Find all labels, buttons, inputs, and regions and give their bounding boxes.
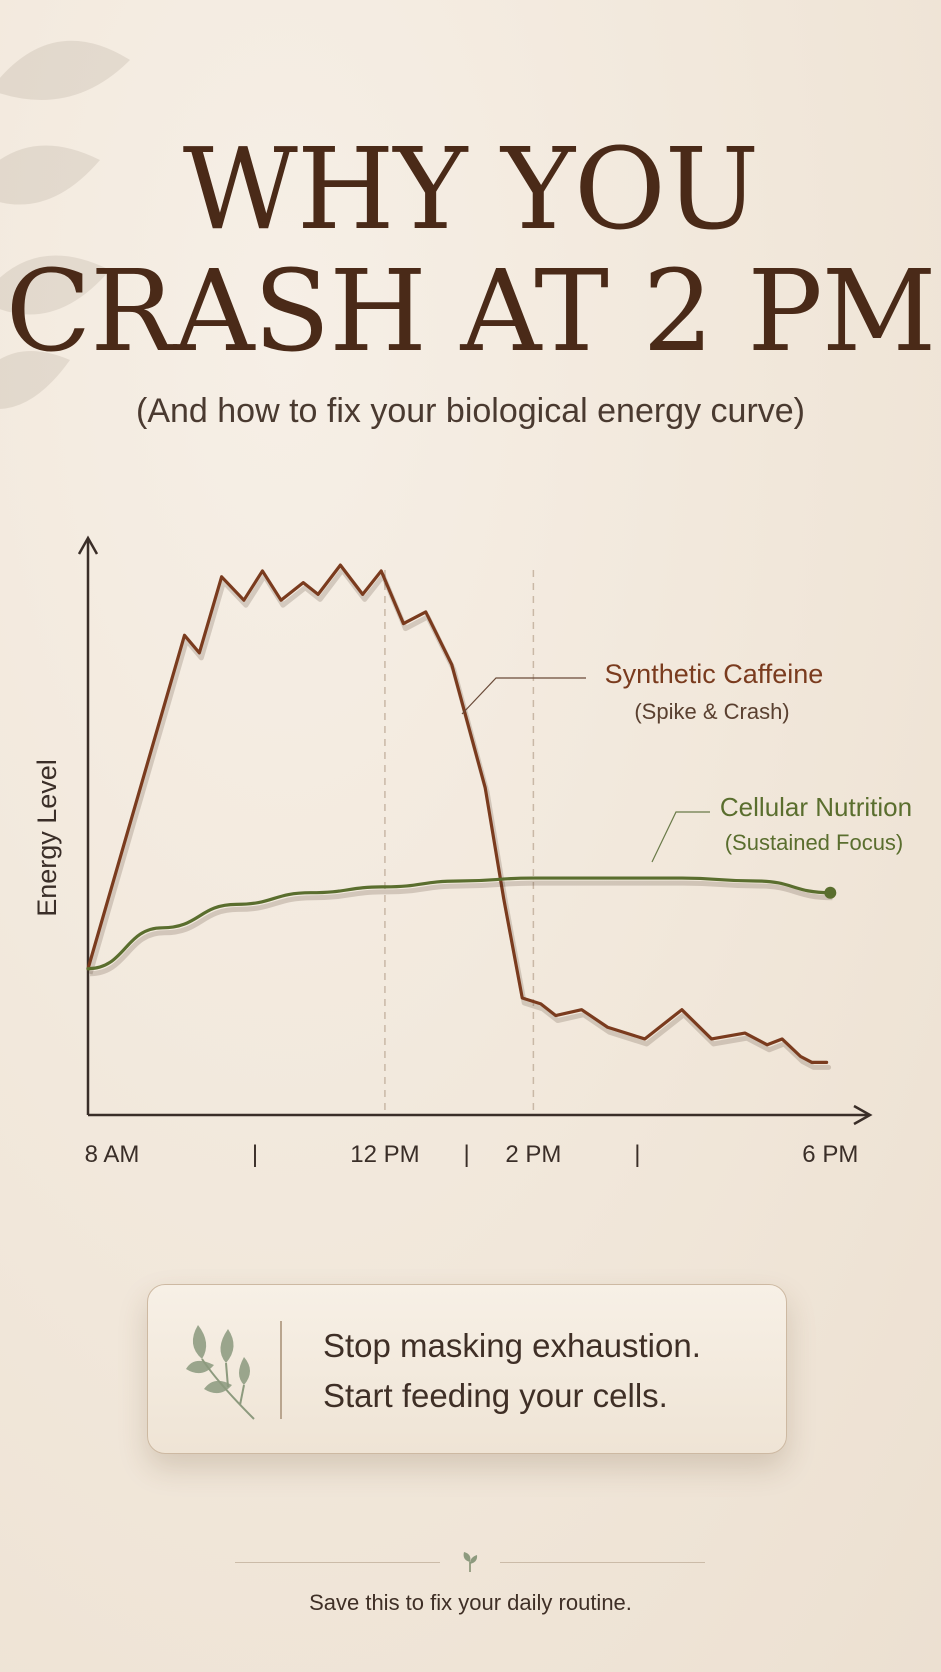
energy-chart: Energy Level 8 AM | 12 PM | 2 PM | 6 PM Syntheti… (32, 535, 912, 1168)
footer-text: Save this to fix your daily routine. (309, 1590, 632, 1615)
y-axis-label: Energy Level (32, 759, 62, 917)
nutrition-end-point (824, 886, 837, 899)
cta-card: Stop masking exhaustion. Start feeding y… (147, 1284, 787, 1454)
title-line-1: WHY YOU (182, 125, 759, 255)
x-tick-label: 8 AM (85, 1141, 140, 1168)
x-tick-label: | (634, 1141, 640, 1168)
cta-divider (280, 1321, 282, 1419)
x-axis-arrow (853, 1104, 873, 1126)
x-tick-label: | (252, 1141, 258, 1168)
cta-line-2: Start feeding your cells. (323, 1377, 668, 1414)
caffeine-leader-line (461, 677, 586, 715)
caffeine-legend-label: Synthetic Caffeine (605, 659, 824, 689)
cta-line-1: Stop masking exhaustion. (323, 1327, 701, 1364)
leaf-sprig-icon (186, 1325, 255, 1420)
nutrition-leader-line (651, 811, 710, 863)
caffeine-line (86, 563, 829, 1064)
y-axis-arrow (77, 535, 99, 555)
small-leaf-icon (463, 1552, 478, 1572)
series-shadow-1 (89, 880, 833, 977)
leaf-shadow-decoration (0, 40, 130, 409)
title-line-2: CRASH AT 2 PM (5, 247, 937, 377)
x-tick-label: 6 PM (802, 1141, 858, 1168)
cta-text: Stop masking exhaustion. Start feeding y… (323, 1321, 763, 1421)
caffeine-legend-note: (Spike & Crash) (634, 699, 789, 724)
x-tick-label: 12 PM (350, 1141, 419, 1168)
subtitle: (And how to fix your biological energy c… (136, 392, 805, 430)
nutrition-legend-note: (Sustained Focus) (725, 830, 904, 855)
footer-rule-left (235, 1562, 440, 1563)
nutrition-line (86, 876, 832, 971)
x-tick-label: | (463, 1141, 469, 1168)
x-tick-label: 2 PM (505, 1141, 561, 1168)
nutrition-legend-label: Cellular Nutrition (720, 792, 912, 822)
footer-rule-right (500, 1562, 705, 1563)
